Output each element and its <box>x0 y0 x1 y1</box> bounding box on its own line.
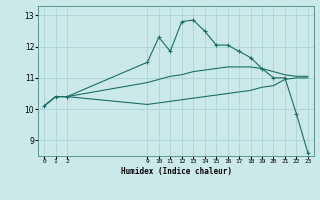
X-axis label: Humidex (Indice chaleur): Humidex (Indice chaleur) <box>121 167 231 176</box>
